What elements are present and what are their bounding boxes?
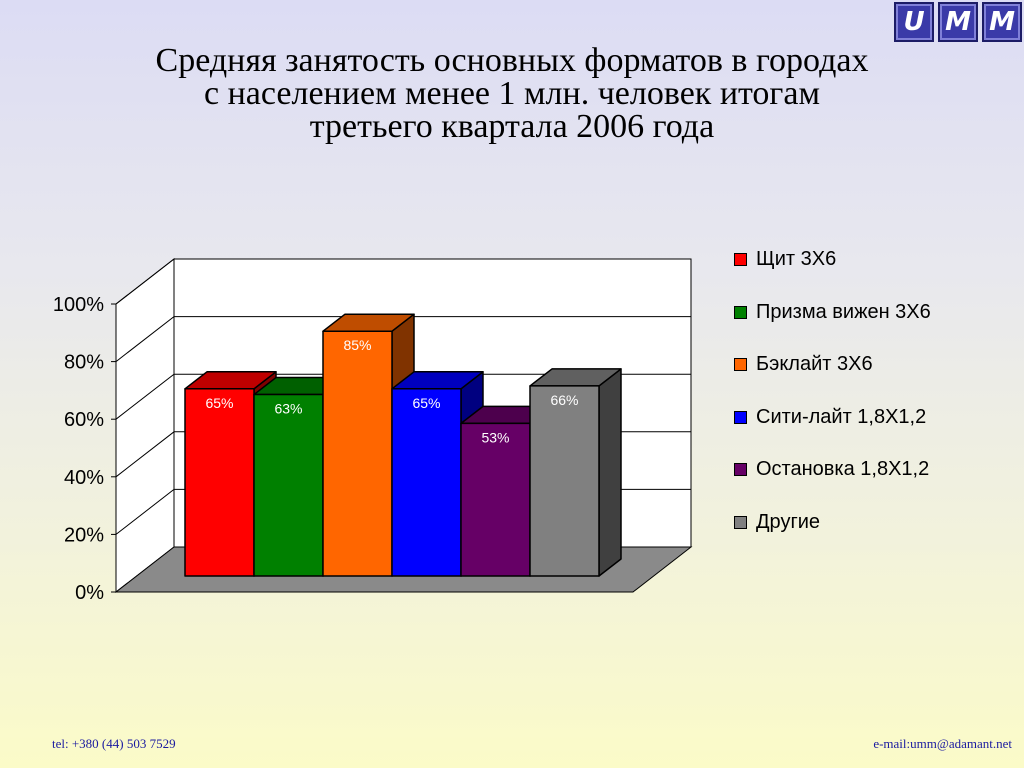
title-line-2: с населением менее 1 млн. человек итогам xyxy=(204,75,820,112)
legend-label: Сити-лайт 1,8Х1,2 xyxy=(756,405,927,428)
legend-swatch xyxy=(734,305,747,319)
bar-front xyxy=(529,385,600,577)
bar-value-label: 66% xyxy=(550,392,578,408)
legend-label: Другие xyxy=(756,510,821,533)
legend-item: Призма вижен 3Х6 xyxy=(734,299,931,352)
footer-phone: tel: +380 (44) 503 7529 xyxy=(52,736,176,751)
bar-front xyxy=(322,330,393,577)
legend-swatch xyxy=(734,253,747,266)
y-tick-label: 40% xyxy=(64,467,104,489)
bar-front xyxy=(391,388,462,577)
legend-swatch xyxy=(734,463,747,476)
bar-side xyxy=(598,368,622,577)
gridline xyxy=(115,316,691,362)
legend-swatch xyxy=(734,358,747,371)
legend-label: Призма вижен 3Х6 xyxy=(756,300,931,323)
legend-item: Остановка 1,8Х1,2 xyxy=(734,456,931,509)
y-tick-label: 20% xyxy=(64,524,104,546)
logo-letter-m1: M xyxy=(938,2,978,42)
bar: 66% xyxy=(529,368,622,577)
slide-title: Средняя занятость основных форматов в го… xyxy=(40,42,984,145)
bar-value-label: 65% xyxy=(412,395,440,411)
bar-value-label: 53% xyxy=(481,429,509,445)
gridline xyxy=(115,258,691,305)
bar-value-label: 85% xyxy=(343,337,371,353)
legend-item: Бэклайт 3Х6 xyxy=(734,351,931,404)
logo-letter-u: U xyxy=(894,2,934,42)
umm-logo: U M M xyxy=(894,2,1022,42)
gridline xyxy=(115,373,691,420)
legend-label: Остановка 1,8Х1,2 xyxy=(756,458,930,480)
legend-item: Сити-лайт 1,8Х1,2 xyxy=(734,404,931,457)
y-tick-label: 80% xyxy=(64,352,104,374)
bar-front xyxy=(253,393,324,577)
y-tick-label: 60% xyxy=(64,409,104,431)
bar-front xyxy=(460,422,531,577)
logo-letter-m2: M xyxy=(982,2,1022,42)
y-tick-label: 100% xyxy=(53,294,104,316)
legend-label: Щит 3Х6 xyxy=(756,248,837,270)
legend-swatch xyxy=(734,410,747,424)
chart-legend: Щит 3Х6 Призма вижен 3Х6 Бэклайт 3Х6 Сити-л… xyxy=(734,246,931,561)
legend-item: Другие xyxy=(734,509,931,562)
legend-item: Щит 3Х6 xyxy=(734,246,931,299)
footer-email: e-mail:umm@adamant.net xyxy=(873,736,1012,751)
bar-front xyxy=(184,388,255,577)
chart-side-wall xyxy=(115,257,175,594)
bar-value-label: 65% xyxy=(205,395,233,411)
bar-value-label: 63% xyxy=(274,401,302,417)
y-tick-label: 0% xyxy=(75,582,104,604)
legend-swatch xyxy=(734,515,747,529)
title-line-1: Средняя занятость основных форматов в го… xyxy=(155,42,869,79)
title-line-3: третьего квартала 2006 года xyxy=(309,108,715,145)
legend-label: Бэклайт 3Х6 xyxy=(756,353,873,375)
